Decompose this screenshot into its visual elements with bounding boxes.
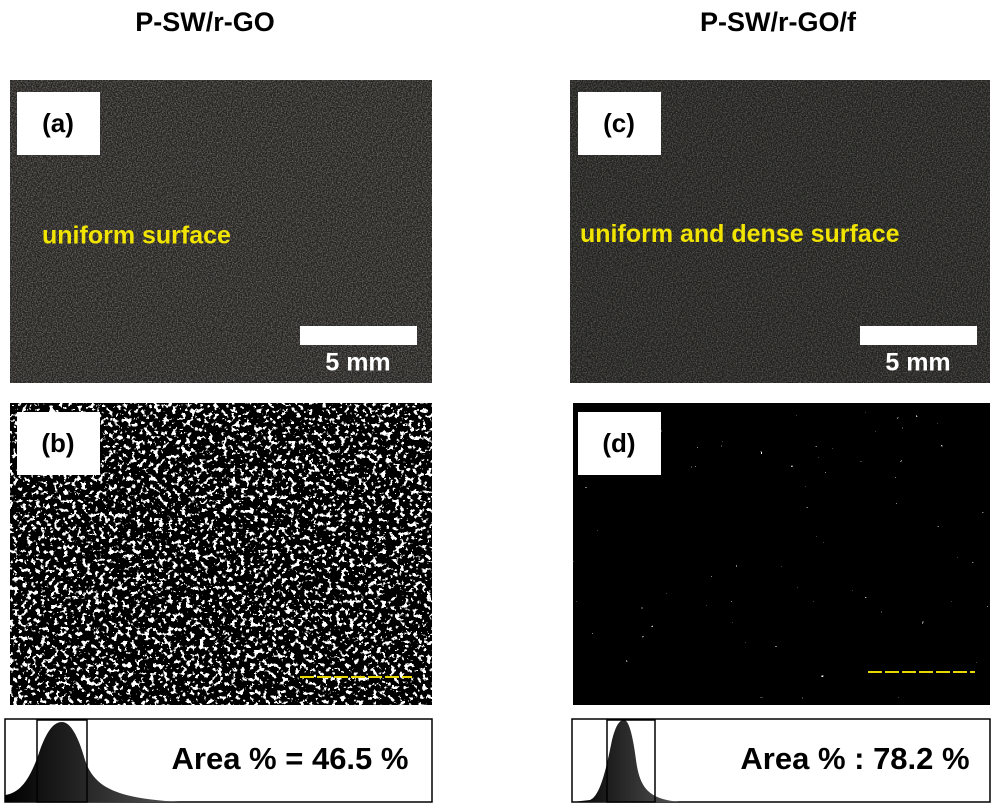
scale-bar	[860, 326, 977, 345]
column-title: P-SW/r-GO/f	[700, 7, 857, 37]
panel-label: (a)	[42, 108, 74, 138]
scale-bar	[300, 326, 417, 345]
panel-label: (c)	[603, 108, 635, 138]
area-text: Area % : 78.2 %	[740, 741, 969, 776]
scale-label: 5 mm	[325, 349, 390, 377]
column-title: P-SW/r-GO	[135, 7, 275, 37]
panel-label: (d)	[602, 428, 635, 458]
panel-label: (b)	[41, 428, 74, 458]
annotation: uniform surface	[42, 222, 231, 250]
area-text: Area % = 46.5 %	[172, 741, 409, 776]
annotation: uniform and dense surface	[580, 216, 920, 253]
figure: P-SW/r-GO (a) uniform surface 5 mm (b) A…	[0, 0, 995, 803]
scale-label: 5 mm	[885, 349, 950, 377]
annotation-wrap: uniform and dense surface	[580, 216, 920, 296]
page: P-SW/r-GO (a) uniform surface 5 mm (b) A…	[0, 0, 995, 808]
